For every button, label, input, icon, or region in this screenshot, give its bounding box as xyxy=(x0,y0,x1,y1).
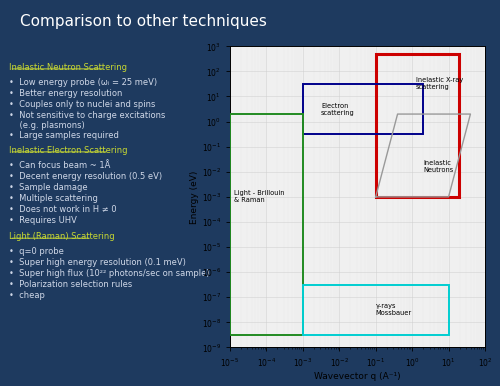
Bar xyxy=(230,114,303,335)
Text: (e.g. plasmons): (e.g. plasmons) xyxy=(10,121,85,130)
Text: •  Requires UHV: • Requires UHV xyxy=(10,216,77,225)
Text: •  Super high energy resolution (0.1 meV): • Super high energy resolution (0.1 meV) xyxy=(10,258,186,267)
Bar xyxy=(303,284,448,335)
Text: Inelastic Neutron Scattering: Inelastic Neutron Scattering xyxy=(10,63,128,72)
Text: •  Does not work in H ≠ 0: • Does not work in H ≠ 0 xyxy=(10,205,117,214)
Text: •  Low energy probe (ωᵢ = 25 meV): • Low energy probe (ωᵢ = 25 meV) xyxy=(10,78,158,87)
X-axis label: Wavevector q (A⁻¹): Wavevector q (A⁻¹) xyxy=(314,372,401,381)
Text: Light - Brillouin
& Raman: Light - Brillouin & Raman xyxy=(234,190,284,203)
Text: Inelastic Electron Scattering: Inelastic Electron Scattering xyxy=(10,146,128,155)
Text: Inelastic X-ray
scattering: Inelastic X-ray scattering xyxy=(416,78,463,90)
Text: •  Multiple scattering: • Multiple scattering xyxy=(10,194,98,203)
Text: Electron
scattering: Electron scattering xyxy=(321,103,355,115)
Text: Light (Raman) Scattering: Light (Raman) Scattering xyxy=(10,232,115,241)
Text: •  Decent energy resolution (0.5 eV): • Decent energy resolution (0.5 eV) xyxy=(10,172,162,181)
Text: •  Large samples required: • Large samples required xyxy=(10,130,119,140)
Bar xyxy=(303,84,423,134)
Text: γ-rays
Mossbauer: γ-rays Mossbauer xyxy=(376,303,412,316)
Text: •  Couples only to nuclei and spins: • Couples only to nuclei and spins xyxy=(10,100,156,109)
Text: Inelastic
Neutrons: Inelastic Neutrons xyxy=(423,160,454,173)
Bar xyxy=(376,54,460,197)
Text: •  Sample damage: • Sample damage xyxy=(10,183,88,192)
Y-axis label: Energy (eV): Energy (eV) xyxy=(190,170,199,223)
Text: •  Better energy resolution: • Better energy resolution xyxy=(10,89,122,98)
Text: •  Super high flux (10²² photons/sec on sample): • Super high flux (10²² photons/sec on s… xyxy=(10,269,210,278)
Text: •  q=0 probe: • q=0 probe xyxy=(10,247,64,256)
Text: Comparison to other techniques: Comparison to other techniques xyxy=(20,14,267,29)
Text: •  Not sensitive to charge excitations: • Not sensitive to charge excitations xyxy=(10,111,166,120)
Text: •  Can focus beam ~ 1Å: • Can focus beam ~ 1Å xyxy=(10,161,110,170)
Text: •  cheap: • cheap xyxy=(10,291,45,300)
Text: •  Polarization selection rules: • Polarization selection rules xyxy=(10,280,132,289)
